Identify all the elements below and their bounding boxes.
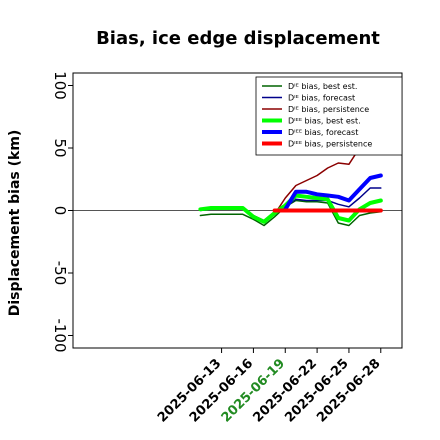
legend-label: Dᴵᴱᴱ bias, forecast xyxy=(288,128,358,137)
y-tick-label: -100 xyxy=(51,318,69,352)
legend-label: Dᴵᴱᴱ bias, persistence xyxy=(288,140,372,149)
legend-label: Dᴵᴱ bias, best est. xyxy=(288,82,357,91)
legend-label: Dᴵᴱ bias, forecast xyxy=(288,94,355,103)
legend-label: Dᴵᴱᴱ bias, best est. xyxy=(288,117,361,126)
y-tick-label: 100 xyxy=(51,71,69,100)
y-axis-label: Displacement bias (km) xyxy=(7,130,23,317)
legend: Dᴵᴱ bias, best est. Dᴵᴱ bias, forecast Dᴵᴱ… xyxy=(255,76,403,156)
legend-label: Dᴵᴱ bias, persistence xyxy=(288,105,369,114)
series-line-5 xyxy=(283,173,383,212)
series-group xyxy=(198,97,383,227)
chart-title: Bias, ice edge displacement xyxy=(96,28,380,49)
y-tick-label: 0 xyxy=(51,206,69,216)
y-tick-label: -50 xyxy=(51,261,69,286)
y-tick-label: 50 xyxy=(51,138,69,157)
